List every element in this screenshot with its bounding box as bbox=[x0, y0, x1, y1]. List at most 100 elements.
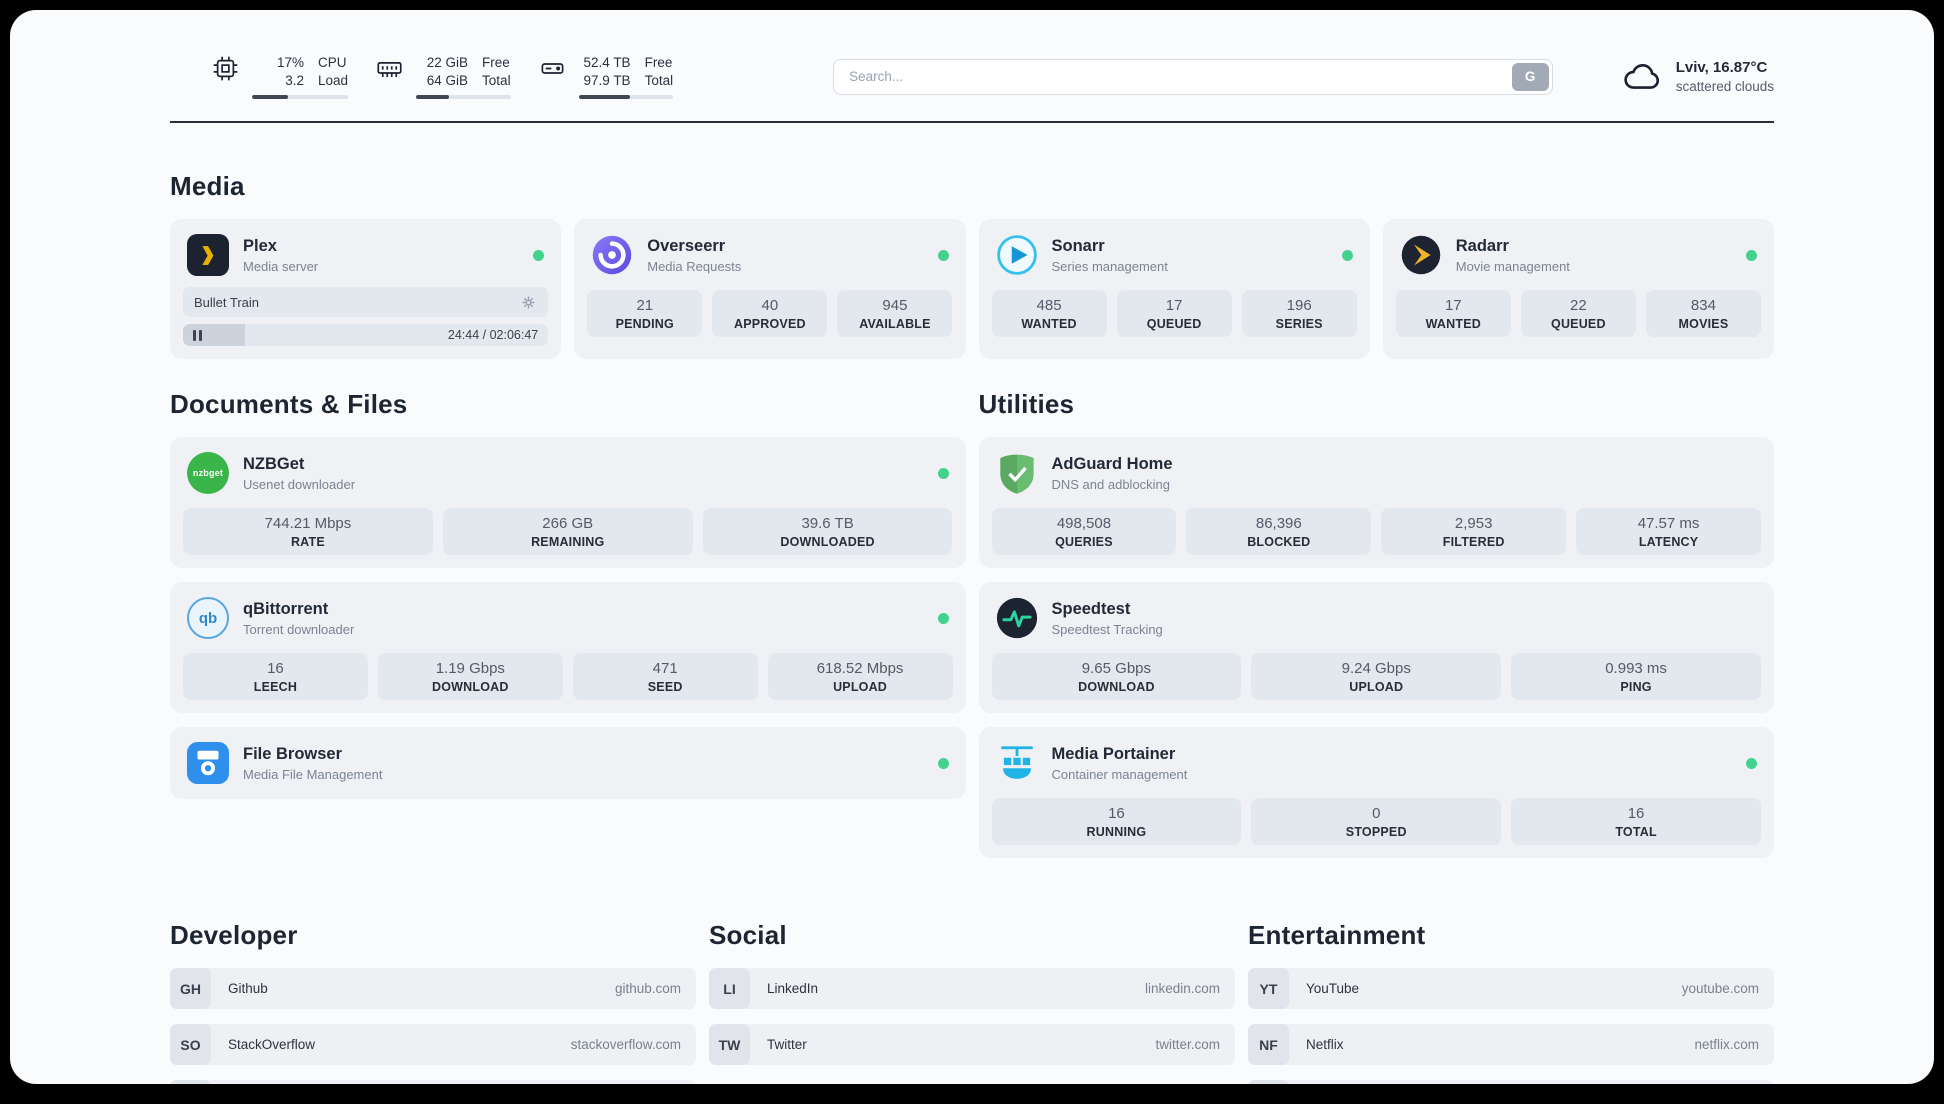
stat-label: DOWNLOAD bbox=[432, 679, 509, 694]
overseerr-card[interactable]: Overseerr Media Requests 21 PENDING 40 A… bbox=[574, 219, 966, 360]
stat-label: PENDING bbox=[615, 316, 674, 331]
stat-value: 86,396 bbox=[1255, 514, 1302, 532]
gear-icon[interactable] bbox=[520, 294, 537, 311]
utilities-section: Utilities bbox=[978, 389, 1774, 859]
cloud-icon bbox=[1624, 63, 1659, 89]
cpu-stat: 17% 3.2 CPU Load bbox=[212, 54, 349, 100]
card-name: File Browser bbox=[243, 744, 343, 763]
cpu-icon bbox=[213, 56, 238, 81]
status-dot bbox=[937, 757, 949, 769]
stat-label: TOTAL bbox=[1615, 824, 1657, 839]
adguard-card[interactable]: AdGuard Home DNS and adblocking 498,508 … bbox=[978, 437, 1774, 569]
card-name: Media Portainer bbox=[1051, 744, 1176, 763]
link-url: github.com bbox=[614, 981, 681, 997]
link-github[interactable]: GH Github github.com bbox=[170, 968, 696, 1010]
stat-box: 17 QUEUED bbox=[1116, 290, 1232, 338]
utilities-section-title: Utilities bbox=[978, 389, 1075, 420]
documents-section-title: Documents & Files bbox=[170, 389, 408, 420]
link-badge: SO bbox=[170, 1024, 211, 1066]
search-button[interactable]: G bbox=[1511, 62, 1549, 91]
plex-card[interactable]: Plex Media server Bullet Train bbox=[170, 219, 562, 360]
stat-label: LEECH bbox=[253, 679, 298, 694]
card-subtitle: Media File Management bbox=[243, 766, 383, 782]
entertainment-section: Entertainment YT YouTube youtube.com NF … bbox=[1248, 920, 1774, 1084]
stat-label: RUNNING bbox=[1086, 824, 1147, 839]
link-stackoverflow[interactable]: SO StackOverflow stackoverflow.com bbox=[170, 1024, 696, 1066]
disk-stat: 52.4 TB 97.9 TB Free Total bbox=[539, 54, 674, 100]
link-linkedin[interactable]: LI LinkedIn linkedin.com bbox=[709, 968, 1235, 1010]
qbittorrent-card[interactable]: qb qBittorrent Torrent downloader 16 bbox=[170, 582, 966, 714]
portainer-card[interactable]: Media Portainer Container management 16 … bbox=[978, 727, 1774, 859]
nzbget-card[interactable]: nzbget NZBGet Usenet downloader 744.21 M… bbox=[170, 437, 966, 569]
social-section-title: Social bbox=[709, 920, 787, 951]
stat-label: WANTED bbox=[1021, 316, 1077, 331]
card-name: Overseerr bbox=[647, 236, 726, 255]
stat-label: WANTED bbox=[1425, 316, 1481, 331]
stat-value: 471 bbox=[652, 659, 678, 677]
link-badge: NF bbox=[1248, 1024, 1289, 1066]
stat-box: 16 RUNNING bbox=[991, 798, 1242, 846]
card-name: Plex bbox=[243, 236, 277, 255]
link-youtube[interactable]: YT YouTube youtube.com bbox=[1248, 968, 1774, 1010]
link-twitter[interactable]: TW Twitter twitter.com bbox=[709, 1024, 1235, 1066]
radarr-card[interactable]: Radarr Movie management 17 WANTED 22 QUE… bbox=[1382, 219, 1774, 360]
weather-location: Lviv, 16.87°C bbox=[1675, 59, 1768, 77]
link-url: twitter.com bbox=[1155, 1037, 1220, 1053]
stat-label: RATE bbox=[290, 534, 325, 549]
stat-box: 47.57 ms LATENCY bbox=[1576, 508, 1761, 556]
filebrowser-card[interactable]: File Browser Media File Management bbox=[170, 727, 966, 800]
developer-section-title: Developer bbox=[170, 920, 298, 951]
search-input[interactable] bbox=[833, 58, 1553, 95]
media-cards: Plex Media server Bullet Train bbox=[170, 219, 1774, 360]
stat-value: 17 bbox=[1444, 296, 1462, 314]
stat-value: 1.19 Gbps bbox=[435, 659, 505, 677]
system-stats: 17% 3.2 CPU Load bbox=[212, 54, 674, 100]
filebrowser-icon bbox=[187, 742, 229, 785]
stat-label: LATENCY bbox=[1638, 534, 1699, 549]
speedtest-card[interactable]: Speedtest Speedtest Tracking 9.65 Gbps D… bbox=[978, 582, 1774, 714]
card-subtitle: Usenet downloader bbox=[243, 476, 356, 492]
stat-box: 16 TOTAL bbox=[1511, 798, 1761, 846]
adguard-shield-icon bbox=[996, 452, 1038, 495]
link-name: Twitter bbox=[767, 1037, 807, 1053]
stat-label: DOWNLOAD bbox=[1078, 679, 1155, 694]
status-dot bbox=[1341, 249, 1353, 261]
stat-box: 9.65 Gbps DOWNLOAD bbox=[991, 653, 1242, 701]
link-netflix[interactable]: NF Netflix netflix.com bbox=[1248, 1024, 1774, 1066]
stat-box: 834 MOVIES bbox=[1645, 290, 1761, 338]
weather-widget: Lviv, 16.87°C scattered clouds bbox=[1621, 56, 1774, 98]
weather-condition: scattered clouds bbox=[1675, 79, 1774, 95]
stat-label: AVAILABLE bbox=[859, 316, 931, 331]
sonarr-card[interactable]: Sonarr Series management 485 WANTED 17 Q… bbox=[978, 219, 1370, 360]
status-dot bbox=[533, 249, 545, 261]
card-name: Radarr bbox=[1455, 236, 1509, 255]
stat-value: 2,953 bbox=[1454, 514, 1493, 532]
link-reddit[interactable]: RE Reddit reddit.com bbox=[1248, 1080, 1774, 1084]
now-playing-title: Bullet Train bbox=[194, 294, 260, 310]
stat-box: 266 GB REMAINING bbox=[442, 508, 693, 556]
stat-label: SEED bbox=[647, 679, 683, 694]
stat-label: QUERIES bbox=[1055, 534, 1113, 549]
playback-bar: 24:44 / 02:06:47 bbox=[183, 324, 549, 347]
status-dot bbox=[937, 467, 949, 479]
stat-box: 21 PENDING bbox=[587, 290, 703, 338]
cpu-percent: 17% bbox=[276, 55, 304, 70]
stat-value: 485 bbox=[1036, 296, 1062, 314]
stat-box: 498,508 QUERIES bbox=[991, 508, 1177, 556]
card-name: AdGuard Home bbox=[1051, 454, 1173, 473]
link-dev[interactable]: DT DEV dev.to bbox=[170, 1080, 696, 1084]
stat-label: STOPPED bbox=[1345, 824, 1407, 839]
developer-section: Developer GH Github github.com SO StackO… bbox=[170, 920, 696, 1084]
stat-value: 945 bbox=[882, 296, 908, 314]
radarr-icon bbox=[1400, 234, 1442, 276]
stat-label: QUEUED bbox=[1146, 316, 1202, 331]
stat-value: 9.24 Gbps bbox=[1341, 659, 1411, 677]
link-url: stackoverflow.com bbox=[570, 1037, 681, 1053]
stat-value: 744.21 Mbps bbox=[264, 514, 352, 532]
card-name: NZBGet bbox=[243, 454, 305, 473]
pause-icon[interactable] bbox=[193, 329, 202, 341]
card-subtitle: Media Requests bbox=[647, 258, 742, 274]
cpu-load-label: Load bbox=[318, 73, 349, 89]
stat-box: 9.24 Gbps UPLOAD bbox=[1251, 653, 1502, 701]
media-section: Media Plex Media server bbox=[170, 171, 1774, 360]
